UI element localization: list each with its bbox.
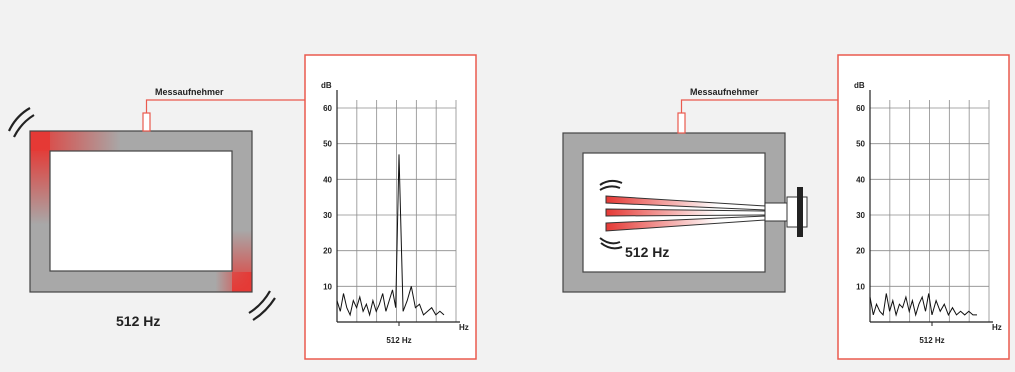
spectrum-trace (869, 293, 977, 317)
y-tick-label: 60 (856, 104, 865, 113)
hot-zone-top (30, 131, 160, 151)
sensor (677, 112, 686, 134)
sensor-label: Messaufnehmer (690, 87, 759, 97)
y-tick-label: 20 (323, 247, 332, 256)
right-panel: Messaufnehmer 512 Hz 10 20 30 40 50 60 dB Hz 512… (562, 54, 1010, 360)
vibrating-frame (29, 130, 253, 293)
y-tick-label: 30 (323, 211, 332, 220)
y-tick-label: 40 (856, 175, 865, 184)
frame-outline (29, 130, 253, 293)
spectrum-panel (837, 54, 1010, 360)
y-tick-label: 10 (856, 282, 865, 291)
y-tick-label: 50 (323, 140, 332, 149)
spectrum-chart: 10 20 30 40 50 60 dB Hz 512 Hz (321, 81, 469, 345)
y-tick-label: 20 (856, 247, 865, 256)
fork-clamp (797, 187, 803, 237)
tuning-fork (605, 187, 808, 237)
vibration-marks-bottom-right (248, 290, 276, 321)
vibration-marks-bottom (599, 237, 623, 250)
sensor-cable (145, 99, 305, 113)
sensor (142, 112, 151, 132)
x-tick-label: 512 Hz (919, 336, 944, 345)
x-tick-label: 512 Hz (386, 336, 411, 345)
y-tick-label: 50 (856, 140, 865, 149)
frequency-label: 512 Hz (116, 313, 160, 329)
y-axis-label: dB (321, 81, 332, 90)
y-tick-label: 10 (323, 282, 332, 291)
x-axis-label: Hz (459, 323, 469, 332)
y-tick-label: 60 (323, 104, 332, 113)
y-axis-label: dB (854, 81, 865, 90)
x-axis-label: Hz (992, 323, 1002, 332)
left-panel: Messaufnehmer 512 Hz 10 20 30 40 50 60 dB Hz 512… (8, 54, 477, 360)
y-tick-label: 30 (856, 211, 865, 220)
sensor-cable (680, 99, 838, 113)
hot-zone-right (232, 180, 252, 292)
spectrum-trace (336, 154, 445, 317)
spectrum-chart: 10 20 30 40 50 60 dB Hz 512 Hz (854, 81, 1002, 345)
fork-stem (764, 202, 788, 222)
y-tick-label: 40 (323, 175, 332, 184)
vibration-marks-top (599, 179, 623, 191)
hot-zone-bottom (130, 272, 252, 292)
sensor-label: Messaufnehmer (155, 87, 224, 97)
vibration-marks-top-left (8, 107, 35, 138)
spectrum-panel (304, 54, 477, 360)
frequency-label: 512 Hz (625, 244, 669, 260)
hot-zone-left (30, 131, 50, 241)
frame-inner (49, 150, 233, 272)
